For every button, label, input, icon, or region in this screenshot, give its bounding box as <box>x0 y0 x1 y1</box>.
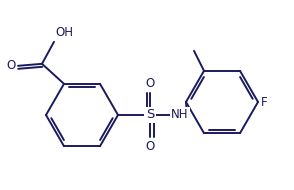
Text: O: O <box>145 77 155 90</box>
Text: S: S <box>146 108 154 121</box>
Text: OH: OH <box>55 26 73 39</box>
Text: F: F <box>261 96 268 108</box>
Text: NH: NH <box>171 108 189 121</box>
Text: O: O <box>7 59 16 72</box>
Text: O: O <box>145 140 155 153</box>
